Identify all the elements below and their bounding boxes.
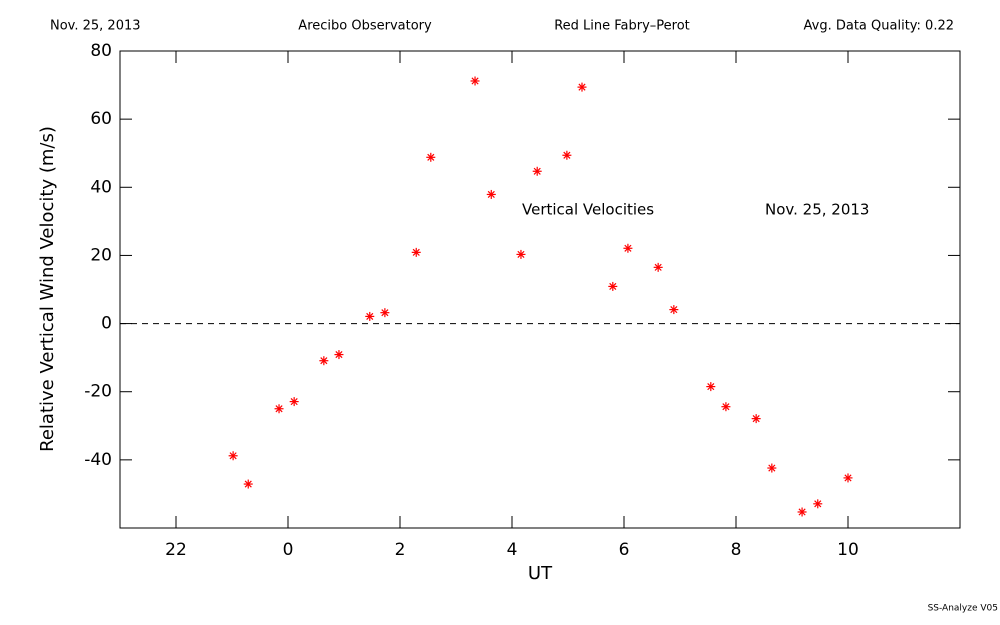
data-point	[577, 82, 587, 92]
marker-stroke	[654, 263, 662, 271]
data-point	[228, 451, 238, 461]
y-tick-label: 40	[90, 177, 112, 197]
marker-stroke	[471, 77, 479, 85]
marker-stroke	[290, 398, 298, 406]
marker-stroke	[320, 357, 328, 365]
x-axis-label: UT	[528, 563, 553, 584]
annotation: Vertical Velocities	[522, 201, 654, 219]
data-point	[470, 76, 480, 86]
marker-stroke	[578, 83, 586, 91]
data-point	[411, 247, 421, 257]
data-point	[721, 402, 731, 412]
marker-stroke	[609, 282, 617, 291]
marker-stroke	[487, 190, 495, 199]
marker-stroke	[814, 500, 822, 508]
plot-frame	[119, 50, 961, 529]
x-tick-label: 6	[619, 540, 630, 560]
data-point	[319, 356, 329, 366]
data-point	[608, 281, 618, 291]
data-point	[274, 404, 284, 414]
marker-stroke	[381, 309, 389, 317]
marker-stroke	[275, 405, 283, 413]
marker-stroke	[335, 351, 343, 359]
marker-stroke	[768, 464, 776, 472]
data-point	[797, 507, 807, 517]
header-instrument: Red Line Fabry–Perot	[554, 19, 690, 34]
x-tick-label: 10	[837, 540, 859, 560]
header-quality: Avg. Data Quality: 0.22	[804, 19, 954, 34]
data-point	[426, 152, 436, 162]
x-tick-label: 8	[731, 540, 742, 560]
data-point	[562, 150, 572, 160]
data-point	[751, 414, 761, 424]
marker-stroke	[844, 474, 852, 482]
annotation: Nov. 25, 2013	[765, 201, 869, 219]
x-tick-label: 4	[507, 540, 518, 560]
data-point	[334, 350, 344, 360]
marker-stroke	[752, 415, 760, 423]
y-tick-label: -40	[84, 450, 112, 470]
marker-stroke	[412, 248, 420, 256]
data-point	[623, 243, 633, 253]
marker-stroke	[563, 151, 571, 159]
data-point	[380, 308, 390, 318]
marker-stroke	[366, 312, 374, 320]
header-site: Arecibo Observatory	[298, 19, 432, 34]
data-point	[843, 473, 853, 483]
marker-stroke	[229, 452, 237, 460]
data-point	[532, 166, 542, 176]
marker-stroke	[533, 167, 541, 175]
y-tick-label: 20	[90, 245, 112, 265]
data-point	[365, 311, 375, 321]
marker-stroke	[517, 250, 525, 258]
marker-stroke	[427, 153, 435, 161]
data-point	[516, 249, 526, 259]
data-point	[653, 262, 663, 272]
marker-stroke	[707, 383, 715, 391]
header-date: Nov. 25, 2013	[50, 19, 141, 34]
data-point	[486, 189, 496, 199]
y-tick-label: 60	[90, 109, 112, 129]
footer: SS-Analyze V05	[928, 604, 998, 614]
marker-stroke	[624, 244, 632, 252]
data-point	[669, 305, 679, 315]
data-point	[289, 397, 299, 407]
y-axis-label: Relative Vertical Wind Velocity (m/s)	[37, 126, 58, 452]
y-tick-label: -20	[84, 382, 112, 402]
marker-stroke	[244, 480, 252, 488]
x-tick-label: 2	[395, 540, 406, 560]
data-point	[706, 382, 716, 392]
data-point	[813, 499, 823, 509]
y-tick-label: 0	[101, 314, 112, 334]
marker-stroke	[798, 508, 806, 516]
marker-stroke	[722, 403, 730, 411]
x-tick-label: 0	[283, 540, 294, 560]
data-point	[767, 463, 777, 473]
x-tick-label: 22	[165, 540, 187, 560]
y-tick-label: 80	[90, 41, 112, 61]
data-point	[243, 479, 253, 489]
marker-stroke	[670, 306, 678, 314]
